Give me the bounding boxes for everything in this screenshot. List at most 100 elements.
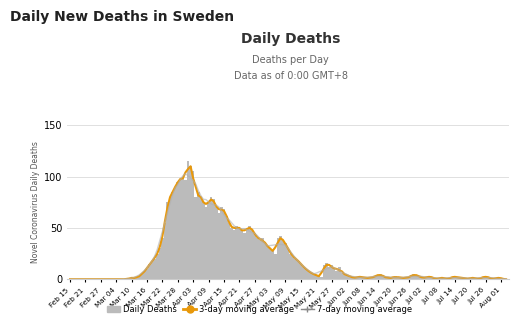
Bar	[256, 238, 258, 279]
Text: Deaths per Day: Deaths per Day	[252, 55, 329, 65]
Bar	[212, 199, 215, 279]
Bar	[210, 197, 212, 279]
Bar	[343, 274, 346, 279]
Bar	[374, 276, 376, 279]
Bar	[233, 230, 236, 279]
Bar	[456, 277, 459, 279]
Bar	[415, 275, 418, 279]
Bar	[264, 243, 266, 279]
Bar	[353, 278, 356, 279]
Bar	[163, 223, 166, 279]
Bar	[217, 213, 220, 279]
Bar	[451, 277, 454, 279]
Bar	[236, 226, 238, 279]
Bar	[376, 275, 379, 279]
Bar	[392, 278, 394, 279]
Bar	[220, 207, 223, 279]
Bar	[302, 267, 305, 279]
Bar	[230, 228, 233, 279]
Bar	[459, 278, 461, 279]
Text: Daily New Deaths in Sweden: Daily New Deaths in Sweden	[10, 10, 235, 24]
Bar	[305, 269, 307, 279]
Bar	[161, 238, 163, 279]
Bar	[410, 276, 413, 279]
Bar	[292, 257, 294, 279]
Bar	[312, 274, 315, 279]
Bar	[266, 247, 269, 279]
Bar	[299, 264, 302, 279]
Bar	[195, 197, 197, 279]
Bar	[474, 278, 476, 279]
Bar	[484, 276, 487, 279]
Bar	[315, 275, 318, 279]
Bar	[351, 277, 353, 279]
Bar	[333, 269, 335, 279]
Bar	[425, 277, 428, 279]
Bar	[318, 276, 320, 279]
Bar	[294, 259, 297, 279]
Bar	[379, 274, 381, 279]
Bar	[471, 277, 474, 279]
Bar	[282, 240, 284, 279]
Bar	[482, 277, 484, 279]
Bar	[258, 240, 261, 279]
Bar	[325, 263, 328, 279]
Bar	[454, 276, 456, 279]
Bar	[187, 161, 189, 279]
Bar	[128, 278, 130, 279]
Bar	[361, 277, 364, 279]
Bar	[169, 197, 171, 279]
Bar	[223, 209, 225, 279]
Bar	[135, 278, 138, 279]
Bar	[151, 261, 154, 279]
Bar	[331, 265, 333, 279]
Legend: Daily Deaths, 3-day moving average, 7-day moving average: Daily Deaths, 3-day moving average, 7-da…	[104, 301, 415, 317]
Bar	[433, 278, 435, 279]
Bar	[274, 254, 277, 279]
Bar	[369, 278, 372, 279]
Bar	[202, 202, 204, 279]
Bar	[394, 276, 397, 279]
Bar	[400, 278, 402, 279]
Bar	[320, 277, 323, 279]
Bar	[207, 202, 210, 279]
Bar	[143, 271, 146, 279]
Bar	[133, 277, 135, 279]
Bar	[307, 271, 310, 279]
Bar	[253, 233, 256, 279]
Bar	[156, 254, 158, 279]
Bar	[359, 276, 361, 279]
Bar	[418, 276, 420, 279]
Bar	[497, 277, 500, 279]
Bar	[182, 177, 184, 279]
Bar	[245, 228, 248, 279]
Bar	[215, 207, 217, 279]
Bar	[228, 223, 230, 279]
Bar	[171, 192, 174, 279]
Bar	[277, 238, 279, 279]
Text: Data as of 0:00 GMT+8: Data as of 0:00 GMT+8	[234, 71, 348, 81]
Bar	[248, 226, 251, 279]
Bar	[464, 278, 466, 279]
Bar	[356, 277, 359, 279]
Bar	[310, 273, 312, 279]
Bar	[176, 182, 179, 279]
Bar	[141, 274, 143, 279]
Bar	[346, 275, 348, 279]
Bar	[487, 277, 489, 279]
Bar	[146, 269, 148, 279]
Bar	[366, 277, 369, 279]
Bar	[241, 230, 243, 279]
Bar	[197, 192, 200, 279]
Bar	[130, 278, 133, 279]
Bar	[407, 277, 410, 279]
Bar	[338, 267, 340, 279]
Bar	[405, 278, 407, 279]
Bar	[138, 276, 141, 279]
Bar	[413, 274, 415, 279]
Bar	[179, 178, 182, 279]
Bar	[261, 238, 264, 279]
Bar	[469, 278, 471, 279]
Bar	[389, 277, 392, 279]
Bar	[243, 233, 245, 279]
